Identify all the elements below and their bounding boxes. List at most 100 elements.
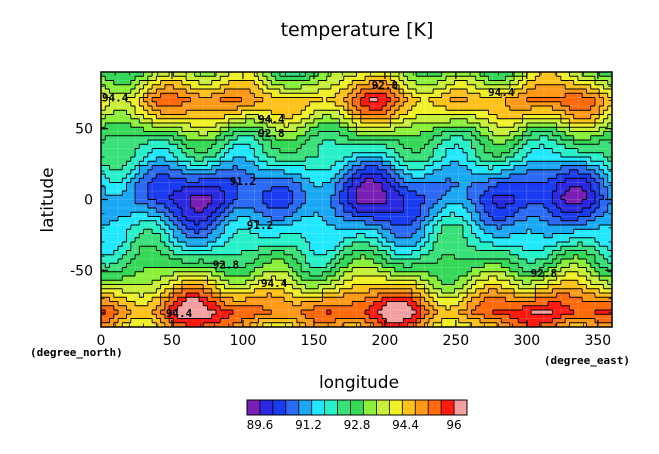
field-cell	[479, 174, 485, 179]
field-cell	[139, 169, 145, 175]
field-cell	[386, 127, 392, 133]
field-cell	[220, 114, 226, 120]
field-cell	[607, 216, 612, 222]
field-cell	[492, 229, 498, 235]
field-cell	[607, 237, 612, 243]
field-cell	[492, 118, 498, 124]
field-cell	[420, 144, 426, 150]
field-cell	[416, 110, 421, 116]
field-cell	[143, 157, 149, 162]
field-cell	[416, 191, 421, 196]
field-cell	[309, 246, 315, 252]
field-cell	[292, 123, 298, 128]
field-cell	[356, 208, 362, 213]
field-cell	[147, 131, 153, 137]
field-cell	[454, 216, 460, 222]
field-cell	[399, 84, 404, 90]
field-cell	[347, 106, 353, 111]
field-cell	[599, 195, 605, 201]
field-cell	[105, 89, 111, 94]
field-cell	[501, 123, 507, 128]
field-cell	[488, 131, 494, 137]
field-cell	[190, 131, 196, 137]
field-cell	[390, 199, 396, 205]
field-cell	[552, 161, 558, 167]
field-cell	[198, 123, 204, 128]
field-cell	[322, 93, 328, 99]
field-cell	[233, 157, 238, 162]
field-cell	[313, 191, 319, 196]
field-cell	[292, 216, 298, 222]
field-cell	[492, 186, 498, 192]
field-cell	[258, 178, 264, 184]
field-cell	[186, 106, 192, 111]
field-cell	[122, 89, 128, 94]
field-cell	[607, 135, 612, 141]
field-cell	[445, 186, 451, 192]
field-cell	[181, 216, 187, 222]
field-cell	[539, 216, 545, 222]
field-cell	[352, 72, 358, 77]
field-cell	[479, 80, 485, 86]
field-cell	[573, 199, 579, 205]
field-cell	[211, 182, 217, 188]
field-cell	[386, 225, 392, 230]
field-cell	[326, 242, 332, 247]
field-cell	[228, 237, 234, 243]
field-cell	[548, 161, 553, 167]
field-cell	[122, 152, 128, 158]
field-cell	[433, 152, 439, 158]
field-cell	[514, 229, 519, 235]
field-cell	[284, 237, 289, 243]
field-cell	[403, 203, 409, 209]
field-cell	[552, 220, 558, 226]
field-cell	[505, 110, 511, 116]
field-cell	[382, 237, 387, 243]
field-cell	[147, 148, 153, 154]
field-cell	[126, 174, 132, 179]
field-cell	[607, 174, 612, 179]
field-cell	[250, 144, 255, 150]
field-cell	[411, 195, 417, 201]
field-cell	[288, 220, 294, 226]
field-cell	[339, 178, 345, 184]
field-cell	[347, 161, 353, 167]
field-cell	[169, 186, 174, 192]
field-cell	[181, 186, 187, 192]
field-cell	[475, 242, 481, 247]
field-cell	[428, 237, 434, 243]
field-cell	[267, 246, 272, 252]
field-cell	[539, 178, 545, 184]
field-cell	[518, 199, 524, 205]
field-cell	[535, 229, 541, 235]
field-cell	[403, 246, 409, 252]
field-cell	[420, 233, 426, 239]
field-cell	[569, 144, 575, 150]
field-cell	[552, 233, 558, 239]
field-cell	[296, 203, 302, 209]
field-cell	[292, 157, 298, 162]
field-cell	[369, 165, 375, 171]
field-cell	[118, 101, 123, 107]
field-cell	[313, 80, 319, 86]
field-cell	[313, 246, 319, 252]
field-cell	[373, 165, 379, 171]
field-cell	[467, 186, 473, 192]
field-cell	[424, 106, 430, 111]
field-cell	[271, 118, 277, 124]
field-cell	[424, 144, 430, 150]
field-cell	[462, 114, 468, 120]
field-cell	[309, 80, 315, 86]
field-cell	[365, 80, 370, 86]
field-cell	[228, 203, 234, 209]
field-cell	[190, 246, 196, 252]
field-cell	[224, 165, 230, 171]
field-cell	[262, 101, 268, 107]
field-cell	[207, 199, 213, 205]
field-cell	[356, 237, 362, 243]
field-cell	[607, 182, 612, 188]
field-cell	[428, 106, 434, 111]
field-cell	[360, 89, 366, 94]
field-cell	[441, 157, 447, 162]
field-cell	[271, 110, 277, 116]
